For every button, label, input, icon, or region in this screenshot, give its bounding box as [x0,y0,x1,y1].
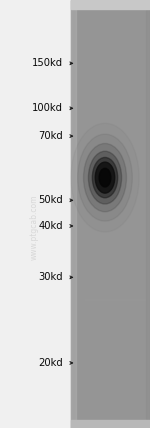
Ellipse shape [84,143,126,212]
Ellipse shape [88,151,122,204]
Text: 50kd: 50kd [38,195,63,205]
Text: 30kd: 30kd [38,272,63,282]
Bar [70,0,76,428]
Bar [0,0,70,428]
Text: 40kd: 40kd [38,221,63,231]
Text: www.ptgcab.com: www.ptgcab.com [30,194,39,260]
Bar [146,0,150,428]
Bar [70,420,150,428]
Text: 20kd: 20kd [38,358,63,368]
Text: 70kd: 70kd [38,131,63,141]
Ellipse shape [95,162,115,193]
Text: 150kd: 150kd [32,58,63,68]
Ellipse shape [78,134,132,221]
Ellipse shape [92,158,118,198]
Ellipse shape [99,168,111,187]
Bar [70,0,150,428]
Bar [70,0,150,9]
Ellipse shape [71,123,139,232]
Text: 100kd: 100kd [32,103,63,113]
